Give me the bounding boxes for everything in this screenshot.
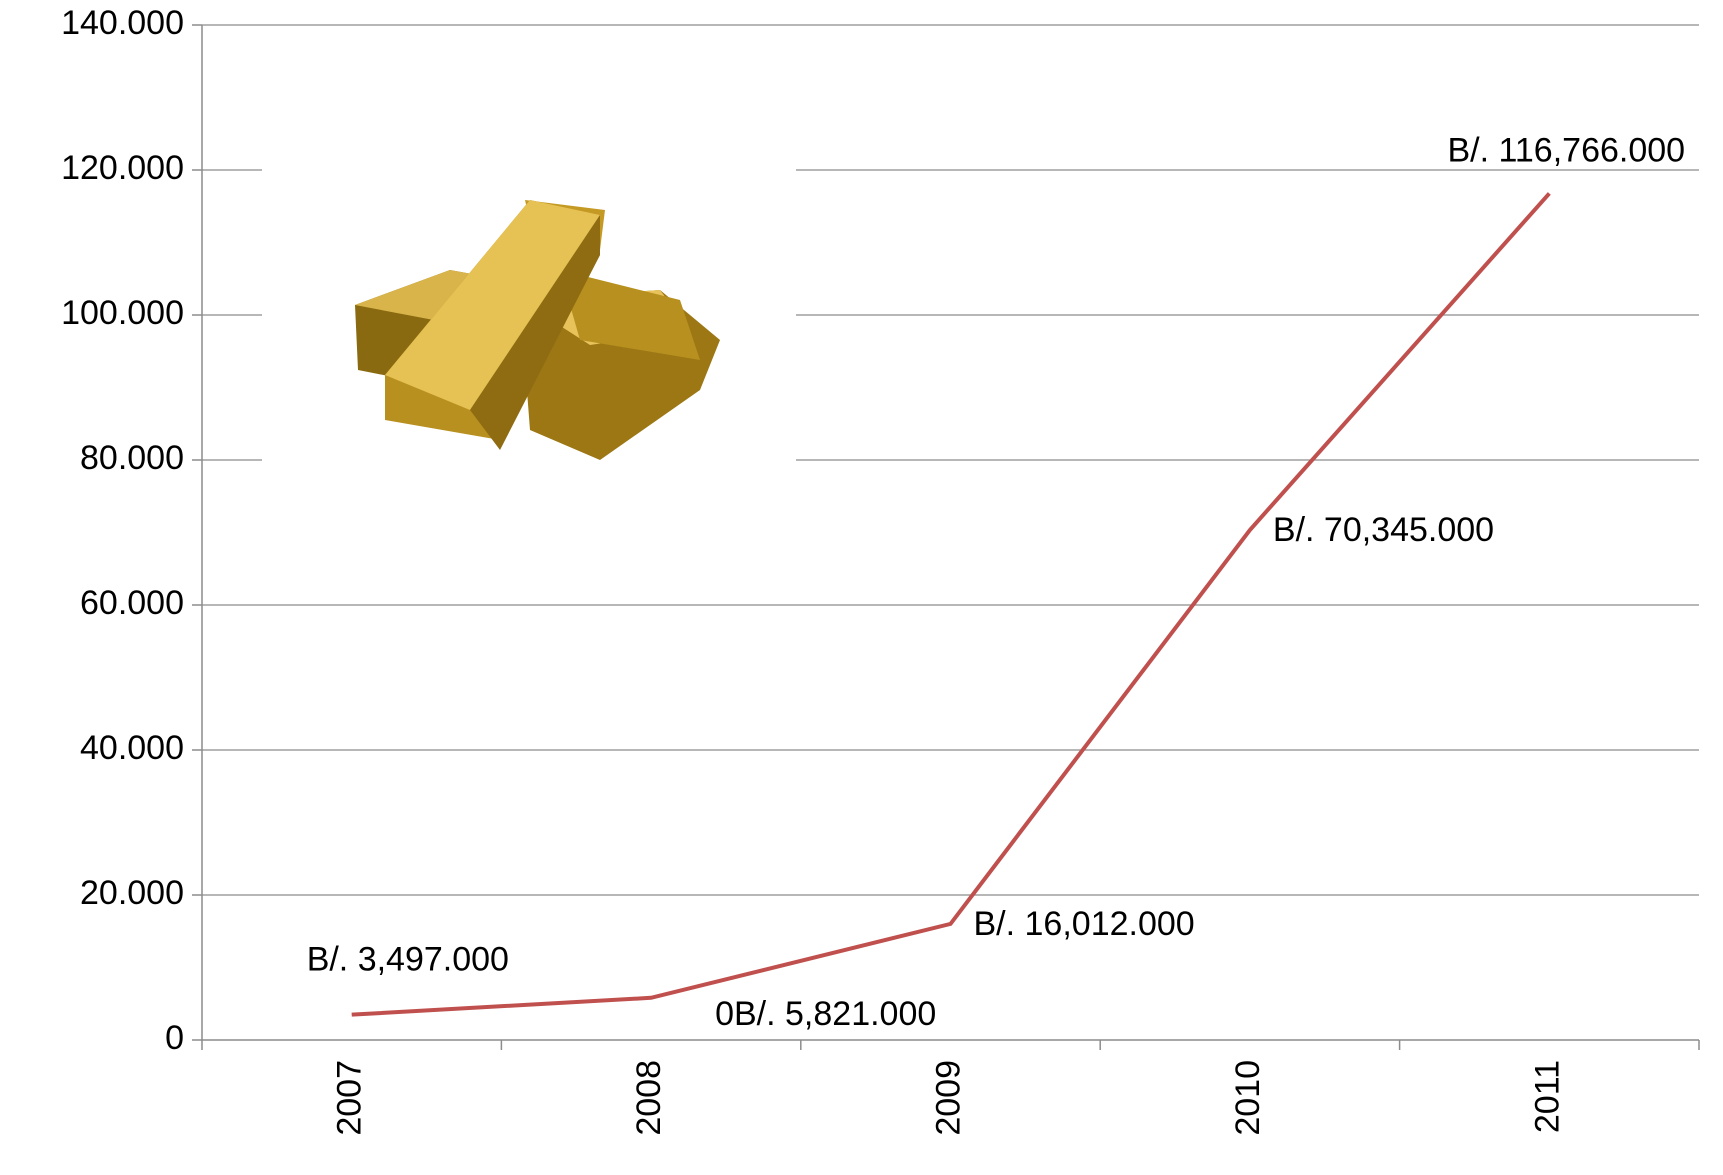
- data-label: B/. 3,497.000: [307, 941, 509, 979]
- y-tick-label: 40.000: [80, 729, 184, 767]
- plot: 0 20.000 40.000 60.000 80.000 100.000 120.000 1…: [61, 4, 1700, 1136]
- data-label: 0B/. 5,821.000: [715, 995, 936, 1033]
- data-label: B/. 70,345.000: [1273, 511, 1494, 549]
- x-tick-label: 2009: [929, 1060, 967, 1136]
- gold-bars-picture: [262, 158, 796, 478]
- x-tick-label: 2007: [331, 1060, 369, 1136]
- y-tick-label: 80.000: [80, 439, 184, 477]
- y-tick-label: 120.000: [61, 149, 184, 187]
- data-label: B/. 16,012.000: [974, 905, 1195, 943]
- y-tick-label: 140.000: [61, 4, 184, 42]
- y-tick-label: 100.000: [61, 294, 184, 332]
- x-tick-label: 2010: [1229, 1060, 1267, 1136]
- x-tick-label: 2008: [630, 1060, 668, 1136]
- series-line: [351, 192, 1551, 1017]
- y-tick-label: 20.000: [80, 874, 184, 912]
- data-label: B/. 116,766.000: [1448, 131, 1686, 169]
- y-tick-label: 60.000: [80, 584, 184, 622]
- y-tick-label: 0: [165, 1019, 184, 1057]
- x-tick-label: 2011: [1528, 1060, 1566, 1133]
